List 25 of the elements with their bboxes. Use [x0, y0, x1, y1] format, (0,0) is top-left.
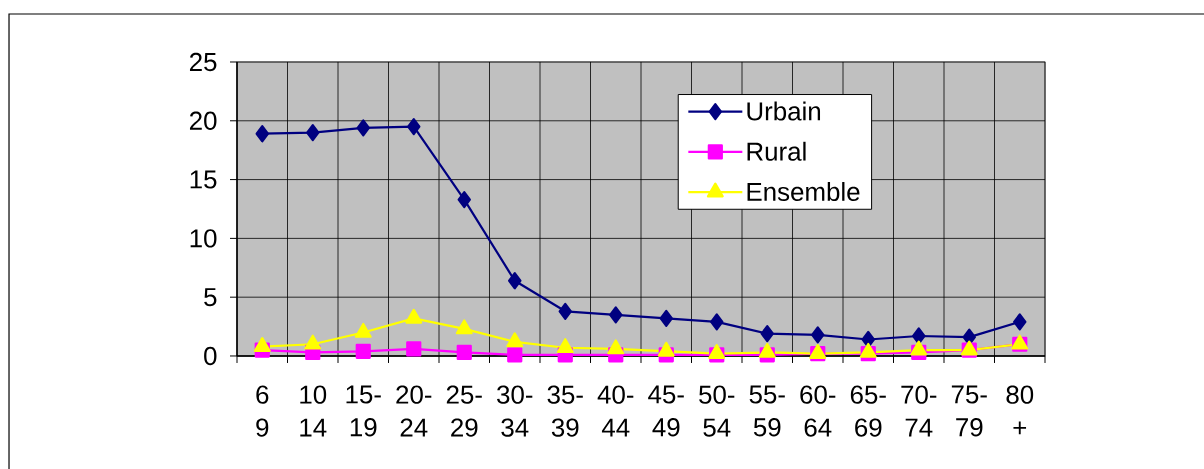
legend-label: Ensemble	[747, 182, 860, 202]
legend-label: Urbain	[747, 101, 821, 121]
y-tick-label: 25	[189, 52, 217, 72]
x-tick-label: 60- 64	[800, 385, 836, 437]
x-tick-label: 6 9	[256, 385, 269, 437]
y-tick-label: 20	[189, 111, 217, 130]
x-tick-label: 35- 39	[547, 385, 583, 437]
y-tick-label: 15	[190, 170, 217, 189]
y-tick-label: 0	[204, 346, 217, 366]
x-tick-label: 65- 69	[850, 385, 886, 437]
x-tick-label: 55- 59	[749, 385, 785, 437]
x-tick-label: 40- 44	[597, 385, 634, 437]
y-tick-label: 10	[190, 229, 217, 248]
x-tick-label: 45- 49	[648, 385, 684, 437]
x-tick-label: 25- 29	[446, 385, 482, 437]
y-tick-label: 5	[204, 288, 217, 307]
x-tick-label: 75- 79	[951, 385, 987, 437]
legend-label: Rural	[747, 141, 806, 161]
x-tick-label: 50- 54	[699, 385, 735, 437]
x-tick-label: 10 14	[300, 385, 327, 437]
x-tick-label: 30- 34	[497, 385, 533, 437]
x-tick-label: 20- 24	[396, 385, 432, 437]
x-tick-label: 80 +	[1006, 385, 1034, 435]
x-tick-label: 15- 19	[346, 385, 381, 437]
x-tick-label: 70- 74	[901, 385, 937, 437]
